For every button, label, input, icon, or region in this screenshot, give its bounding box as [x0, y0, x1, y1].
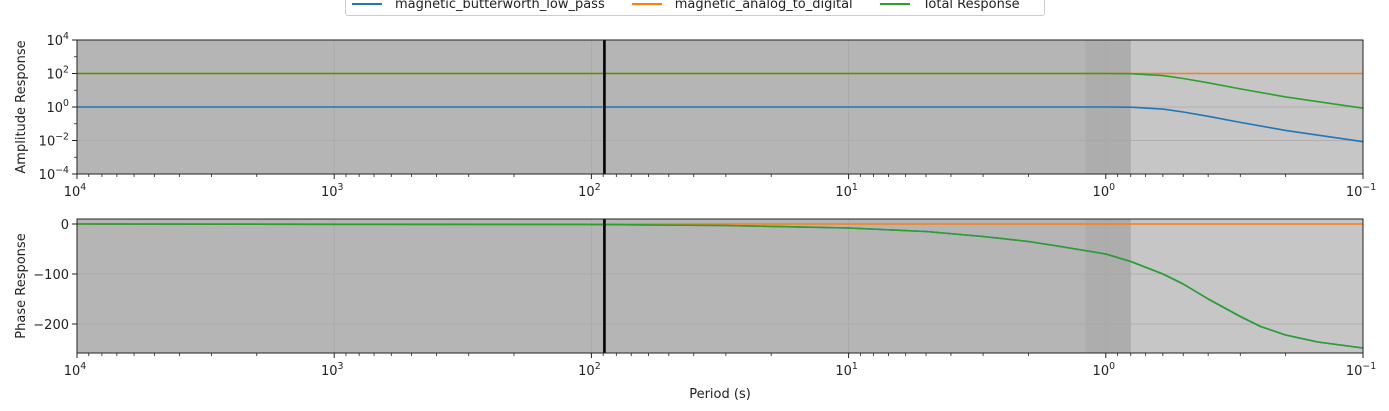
y-tick-label: 10−4 [39, 165, 69, 183]
legend: magnetic_butterworth_low_pass magnetic_a… [345, 0, 1045, 16]
legend-swatch-butterworth [352, 3, 382, 5]
axes-frame [76, 218, 1364, 354]
transition-band [1085, 219, 1131, 353]
y-axis-label: Phase Response [14, 233, 29, 338]
y-axis-label: Amplitude Response [14, 40, 29, 173]
y-tick-label: 104 [47, 31, 70, 49]
legend-label-total-response: Total Response [922, 0, 1020, 12]
series-line-total-response [76, 223, 1364, 349]
x-tick-label: 10−1 [1346, 182, 1376, 200]
y-tick-label: 10−2 [39, 132, 69, 150]
x-tick-label: 10−1 [1346, 361, 1376, 379]
legend-label-butterworth: magnetic_butterworth_low_pass [395, 0, 605, 12]
x-tick-label: 104 [64, 361, 87, 379]
x-axis-label: Period (s) [689, 387, 751, 402]
y-tick-label: −100 [33, 268, 69, 283]
y-tick-label: 0 [61, 218, 69, 233]
legend-item-analog-to-digital: magnetic_analog_to_digital [631, 0, 853, 12]
x-tick-label: 102 [578, 182, 601, 200]
y-tick-label: 102 [47, 65, 70, 83]
x-tick-label: 101 [835, 361, 858, 379]
legend-item-butterworth: magnetic_butterworth_low_pass [352, 0, 605, 12]
series-line-total-response [77, 72, 1364, 109]
x-tick-label: 102 [578, 361, 601, 379]
y-tick-label: −200 [33, 318, 69, 333]
x-tick-label: 100 [1093, 182, 1116, 200]
series-line-butterworth [77, 106, 1364, 143]
x-tick-label: 101 [835, 182, 858, 200]
x-tick-label: 103 [321, 361, 344, 379]
amplitude-panel: 104 103 102 101 100 10−1 10−4 10−2 100 102 104 Ampl… [14, 31, 1376, 200]
x-tick-label: 103 [321, 182, 344, 200]
x-tick-label: 104 [64, 182, 87, 200]
axes-frame [76, 39, 1364, 175]
legend-item-total-response: Total Response [879, 0, 1020, 12]
legend-label-analog-to-digital: magnetic_analog_to_digital [674, 0, 853, 12]
legend-swatch-total-response [879, 3, 910, 5]
y-tick-label: 100 [47, 98, 70, 116]
legend-swatch-analog-to-digital [631, 3, 662, 5]
x-tick-label: 100 [1093, 361, 1116, 379]
phase-panel: 104 103 102 101 100 10−1 0 −100 −200 Phase Respon… [14, 218, 1376, 402]
